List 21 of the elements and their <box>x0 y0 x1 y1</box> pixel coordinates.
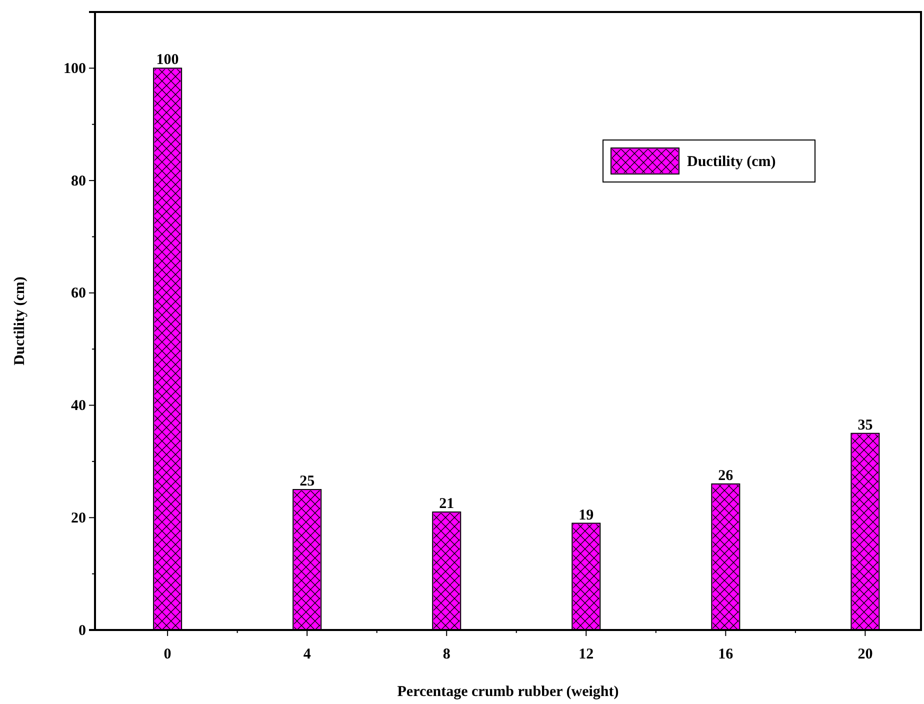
data-label: 21 <box>439 496 454 512</box>
legend-label: Ductility (cm) <box>687 154 776 170</box>
y-tick-label: 0 <box>78 622 86 639</box>
y-axis-title: Ductility (cm) <box>12 276 28 366</box>
x-tick-label: 20 <box>858 646 873 662</box>
x-tick-label: 12 <box>578 646 594 662</box>
y-tick-label: 20 <box>71 510 86 526</box>
data-label: 25 <box>300 474 315 490</box>
x-tick-label: 4 <box>303 646 312 662</box>
y-tick-label: 80 <box>71 173 86 190</box>
x-tick-label: 16 <box>718 646 734 662</box>
x-tick-label: 8 <box>442 646 450 662</box>
y-tick-label: 60 <box>71 286 86 302</box>
data-label: 100 <box>156 52 179 68</box>
x-tick-label: 0 <box>164 646 172 662</box>
y-tick-label: 40 <box>71 398 86 414</box>
y-tick-label: 100 <box>64 60 86 77</box>
x-axis-title: Percentage crumb rubber (weight) <box>397 684 619 700</box>
data-label: 26 <box>718 468 734 484</box>
data-label: 19 <box>578 507 594 524</box>
data-label: 35 <box>858 417 873 434</box>
